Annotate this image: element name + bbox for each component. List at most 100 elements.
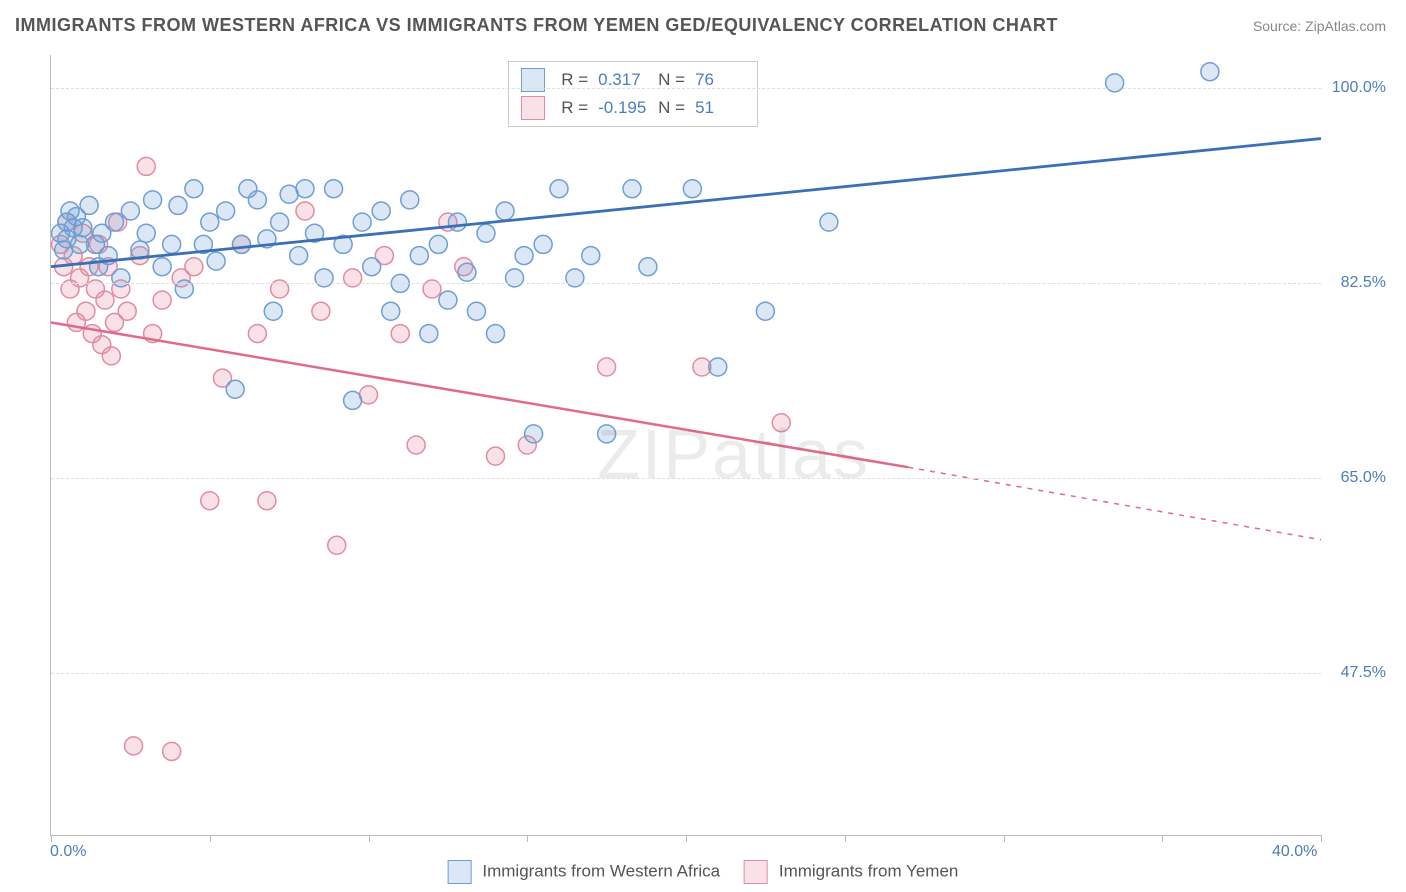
data-point bbox=[264, 302, 282, 320]
data-point bbox=[372, 202, 390, 220]
data-point bbox=[391, 325, 409, 343]
series-b-swatch bbox=[521, 96, 545, 120]
data-point bbox=[185, 180, 203, 198]
data-point bbox=[290, 247, 308, 265]
gridline bbox=[51, 283, 1321, 284]
data-point bbox=[207, 252, 225, 270]
r-label-a: R = bbox=[561, 66, 588, 94]
x-tick bbox=[527, 835, 528, 842]
chart-title: IMMIGRANTS FROM WESTERN AFRICA VS IMMIGR… bbox=[15, 15, 1058, 36]
data-point bbox=[487, 447, 505, 465]
data-point bbox=[169, 196, 187, 214]
x-tick bbox=[369, 835, 370, 842]
data-point bbox=[525, 425, 543, 443]
data-point bbox=[582, 247, 600, 265]
legend-item-a: Immigrants from Western Africa bbox=[448, 860, 720, 884]
x-tick bbox=[1004, 835, 1005, 842]
gridline bbox=[51, 88, 1321, 89]
data-point bbox=[137, 224, 155, 242]
data-point bbox=[410, 247, 428, 265]
n-value-a: 76 bbox=[695, 66, 745, 94]
data-point bbox=[623, 180, 641, 198]
data-point bbox=[683, 180, 701, 198]
r-label-b: R = bbox=[561, 94, 588, 122]
data-point bbox=[467, 302, 485, 320]
data-point bbox=[77, 302, 95, 320]
data-point bbox=[163, 235, 181, 253]
data-point bbox=[328, 536, 346, 554]
data-point bbox=[153, 258, 171, 276]
source-label: Source: ZipAtlas.com bbox=[1253, 18, 1386, 34]
r-value-b: -0.195 bbox=[598, 94, 648, 122]
data-point bbox=[312, 302, 330, 320]
data-point bbox=[106, 213, 124, 231]
data-point bbox=[137, 157, 155, 175]
data-point bbox=[271, 213, 289, 231]
x-tick bbox=[1162, 835, 1163, 842]
trend-line bbox=[51, 139, 1321, 267]
scatter-svg bbox=[51, 55, 1321, 835]
data-point bbox=[639, 258, 657, 276]
data-point bbox=[439, 291, 457, 309]
y-tick-label: 100.0% bbox=[1326, 79, 1386, 97]
data-point bbox=[382, 302, 400, 320]
data-point bbox=[296, 180, 314, 198]
n-label-a: N = bbox=[658, 66, 685, 94]
data-point bbox=[325, 180, 343, 198]
data-point bbox=[121, 202, 139, 220]
series-a-swatch-icon bbox=[448, 860, 472, 884]
data-point bbox=[96, 291, 114, 309]
data-point bbox=[515, 247, 533, 265]
data-point bbox=[429, 235, 447, 253]
stats-row-b: R = -0.195 N = 51 bbox=[521, 94, 745, 122]
data-point bbox=[477, 224, 495, 242]
data-point bbox=[74, 219, 92, 237]
x-tick bbox=[845, 835, 846, 842]
data-point bbox=[226, 380, 244, 398]
x-axis-max-label: 40.0% bbox=[1272, 843, 1317, 861]
data-point bbox=[420, 325, 438, 343]
x-axis-min-label: 0.0% bbox=[50, 843, 86, 861]
data-point bbox=[448, 213, 466, 231]
data-point bbox=[144, 191, 162, 209]
gridline bbox=[51, 673, 1321, 674]
series-b-name: Immigrants from Yemen bbox=[779, 861, 959, 880]
trend-line bbox=[51, 322, 908, 467]
data-point bbox=[248, 325, 266, 343]
x-tick bbox=[210, 835, 211, 842]
data-point bbox=[496, 202, 514, 220]
data-point bbox=[296, 202, 314, 220]
data-point bbox=[80, 196, 98, 214]
data-point bbox=[102, 347, 120, 365]
n-value-b: 51 bbox=[695, 94, 745, 122]
bottom-legend: Immigrants from Western Africa Immigrant… bbox=[448, 860, 959, 884]
n-label-b: N = bbox=[658, 94, 685, 122]
chart-container: IMMIGRANTS FROM WESTERN AFRICA VS IMMIGR… bbox=[0, 0, 1406, 892]
plot-area: ZIPatlas R = 0.317 N = 76 R = -0.195 N =… bbox=[50, 55, 1321, 836]
data-point bbox=[248, 191, 266, 209]
data-point bbox=[487, 325, 505, 343]
gridline bbox=[51, 478, 1321, 479]
series-b-swatch-icon bbox=[744, 860, 768, 884]
data-point bbox=[201, 492, 219, 510]
data-point bbox=[185, 258, 203, 276]
data-point bbox=[709, 358, 727, 376]
data-point bbox=[363, 258, 381, 276]
legend-item-b: Immigrants from Yemen bbox=[744, 860, 958, 884]
data-point bbox=[344, 391, 362, 409]
stats-legend: R = 0.317 N = 76 R = -0.195 N = 51 bbox=[508, 61, 758, 127]
data-point bbox=[407, 436, 425, 454]
y-tick-label: 82.5% bbox=[1326, 274, 1386, 292]
data-point bbox=[353, 213, 371, 231]
stats-row-a: R = 0.317 N = 76 bbox=[521, 66, 745, 94]
r-value-a: 0.317 bbox=[598, 66, 648, 94]
data-point bbox=[598, 425, 616, 443]
data-point bbox=[550, 180, 568, 198]
data-point bbox=[820, 213, 838, 231]
data-point bbox=[534, 235, 552, 253]
data-point bbox=[163, 742, 181, 760]
y-tick-label: 65.0% bbox=[1326, 469, 1386, 487]
data-point bbox=[153, 291, 171, 309]
data-point bbox=[233, 235, 251, 253]
data-point bbox=[756, 302, 774, 320]
